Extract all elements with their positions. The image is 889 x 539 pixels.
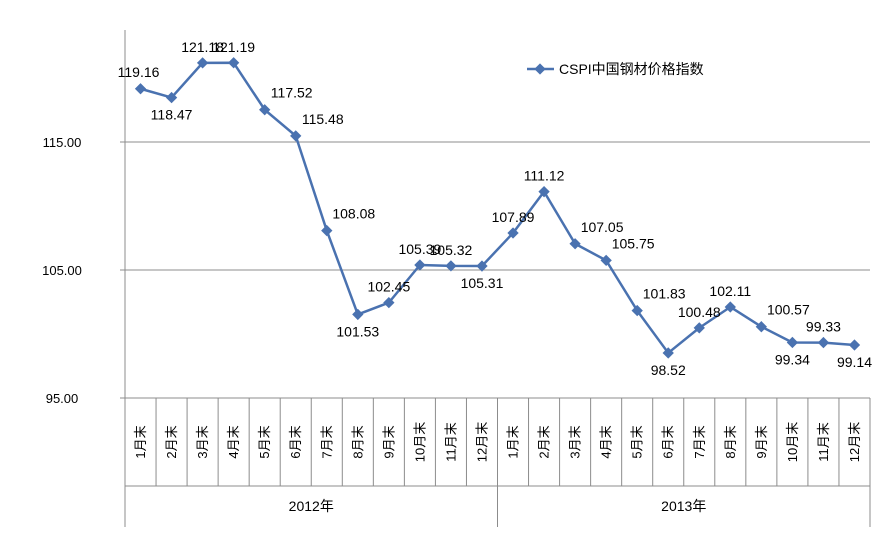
- x-tick-label: 8月末: [723, 425, 738, 458]
- data-point-marker: [631, 304, 643, 317]
- x-tick-label: 10月末: [412, 422, 427, 462]
- x-tick-label: 2月末: [537, 425, 552, 458]
- gridlines: [125, 141, 870, 271]
- data-point-marker: [848, 339, 861, 351]
- data-point-marker: [476, 260, 488, 272]
- data-point-marker: [786, 336, 799, 349]
- x-axis-categories: 1月末 2月末 3月末 4月末 5月末 6月末 7月末 8月末 9月末 10月末 11月末 12月末 1…: [133, 398, 862, 527]
- data-point-marker: [507, 227, 519, 239]
- data-label: 107.89: [492, 209, 535, 225]
- x-group-label: 2012年: [289, 498, 334, 514]
- data-label: 119.16: [118, 64, 160, 80]
- data-point-marker: [538, 186, 550, 198]
- data-label: 105.32: [430, 242, 473, 258]
- data-point-marker: [321, 224, 333, 237]
- x-tick-label: 12月末: [474, 422, 489, 462]
- data-label: 108.08: [332, 206, 375, 222]
- data-label: 115.48: [302, 111, 344, 127]
- data-point-marker: [817, 336, 830, 349]
- x-tick-label: 1月末: [133, 425, 148, 458]
- data-point-marker: [600, 254, 612, 267]
- legend: CSPI中国钢材价格指数: [527, 61, 704, 77]
- y-axis-ticks: 95.00 105.00 115.00: [42, 135, 125, 406]
- data-label: 99.14: [837, 354, 872, 370]
- data-point-marker: [290, 130, 302, 142]
- data-point-marker: [352, 308, 364, 321]
- data-label: 121.19: [212, 39, 255, 55]
- data-label: 98.52: [651, 362, 686, 378]
- data-label: 100.48: [678, 304, 721, 320]
- data-label: 101.83: [643, 286, 686, 302]
- series-group: [134, 57, 861, 359]
- y-tick-label: 115.00: [43, 135, 82, 150]
- data-point-marker: [569, 238, 581, 250]
- data-point-marker: [134, 83, 147, 95]
- data-point-marker: [724, 301, 736, 313]
- data-label: 101.53: [336, 323, 379, 339]
- x-group-label: 2013年: [661, 498, 706, 514]
- x-tick-label: 3月末: [568, 425, 583, 458]
- x-tick-label: 10月末: [785, 422, 800, 462]
- y-tick-label: 95.00: [46, 391, 79, 406]
- x-tick-label: 6月末: [661, 425, 676, 458]
- x-tick-label: 5月末: [257, 425, 272, 458]
- legend-label: CSPI中国钢材价格指数: [559, 61, 704, 77]
- x-tick-label: 4月末: [226, 425, 241, 458]
- series-line: [140, 61, 855, 355]
- data-label: 121.18: [181, 39, 224, 55]
- x-tick-label: 7月末: [319, 425, 334, 458]
- data-label: 99.33: [806, 319, 841, 335]
- data-label: 118.47: [151, 107, 193, 123]
- data-point-marker: [755, 321, 768, 333]
- data-point-marker: [662, 347, 674, 359]
- x-tick-label: 1月末: [506, 425, 521, 458]
- x-tick-label: 4月末: [599, 425, 614, 458]
- x-tick-label: 9月末: [381, 425, 396, 458]
- y-tick-label: 105.00: [42, 263, 82, 278]
- x-tick-label: 9月末: [754, 425, 769, 458]
- data-label: 102.11: [709, 283, 751, 299]
- data-label: 99.34: [775, 351, 810, 367]
- x-tick-label: 7月末: [692, 425, 707, 458]
- data-label: 111.12: [524, 168, 565, 184]
- data-point-marker: [227, 57, 240, 69]
- data-label: 100.57: [767, 302, 810, 318]
- data-label: 105.31: [461, 275, 504, 291]
- x-tick-label: 11月末: [816, 422, 831, 462]
- data-label: 107.05: [581, 219, 624, 235]
- x-tick-label: 6月末: [288, 425, 303, 458]
- x-tick-label: 8月末: [350, 425, 365, 458]
- legend-marker: [534, 63, 546, 75]
- x-tick-label: 12月末: [847, 422, 862, 462]
- data-label: 105.39: [398, 241, 441, 257]
- data-point-marker: [445, 260, 457, 272]
- x-tick-label: 3月末: [195, 425, 210, 458]
- x-tick-label: 2月末: [164, 425, 179, 458]
- data-label: 105.75: [612, 235, 655, 251]
- x-tick-label: 5月末: [630, 425, 645, 458]
- data-label: 117.52: [271, 85, 313, 101]
- x-tick-label: 11月末: [443, 422, 458, 462]
- data-point-marker: [414, 259, 426, 271]
- data-point-marker: [383, 296, 395, 309]
- data-point-marker: [693, 322, 705, 334]
- data-label: 102.45: [367, 279, 410, 295]
